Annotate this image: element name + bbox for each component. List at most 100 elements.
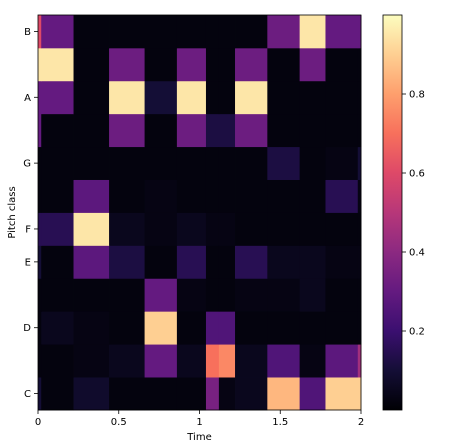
heatmap-cell [205,146,220,180]
heatmap-cell [38,377,42,411]
heatmap-cell [38,113,42,148]
heatmap-cell [357,245,362,279]
heatmap-cell [357,179,362,213]
heatmap-cell [41,15,74,49]
heatmap-cell [357,113,362,148]
heatmap-cell [325,344,359,378]
heatmap-cell [176,146,207,180]
heatmap-cell [267,245,301,279]
y-tick-label: B [24,27,31,38]
heatmap-cell [205,179,220,213]
heatmap-cell [267,377,301,411]
heatmap-cell [299,179,326,213]
heatmap-cell [144,15,178,49]
heatmap-cell [267,212,301,246]
heatmap-cell [325,245,359,279]
heatmap-cell [41,278,74,312]
heatmap-cell [109,311,145,345]
heatmap-cell [109,344,145,378]
heatmap-cell [73,179,110,213]
heatmap-cell [41,179,74,213]
heatmap-cell [267,146,301,180]
x-tick-label: 0 [35,417,41,428]
heatmap-cell [299,344,326,378]
y-tick-label: C [24,389,31,400]
heatmap-cell [41,80,74,115]
colorbar-ticks: 0.2 0.4 0.6 0.8 [402,90,425,338]
heatmap-cell [205,311,220,345]
heatmap-cell [38,80,42,115]
heatmap-cell [73,344,110,378]
heatmap-cell [218,146,236,180]
x-axis-label: Time [186,432,211,443]
heatmap-cell [205,47,220,82]
heatmap-cell [299,377,326,411]
heatmap-cell [218,212,236,246]
x-tick-label: 1 [196,417,202,428]
heatmap-cell [205,80,220,115]
heatmap-cell [357,278,362,312]
heatmap-cell [109,47,145,82]
heatmap-cell [299,311,326,345]
heatmap-cell [325,146,359,180]
heatmap-cell [205,212,220,246]
heatmap-cell [73,311,110,345]
heatmap-cell [357,15,362,49]
heatmap-cell [267,47,301,82]
heatmap-cell [235,344,268,378]
heatmap-cell [299,245,326,279]
heatmap-cell [73,80,110,115]
heatmap-cell [73,212,110,246]
heatmap-cell [41,311,74,345]
heatmap-cell [218,179,236,213]
y-axis-label: Pitch class [7,186,18,238]
heatmap-cell [109,377,145,411]
heatmap-cell [218,47,236,82]
heatmap-cell [38,311,42,345]
heatmap-cell [357,47,362,82]
heatmap-cell [109,146,145,180]
heatmap-cell [299,47,326,82]
heatmap-cell [235,80,268,115]
heatmap-cell [144,278,178,312]
heatmap-cell [176,113,207,148]
heatmap-cell [325,47,359,82]
heatmap-cell [38,146,42,180]
heatmap-cell [218,245,236,279]
heatmap-cell [109,15,145,49]
heatmap-cell [218,15,236,49]
heatmap-cell [144,113,178,148]
heatmap-cell [218,80,236,115]
heatmap-cell [325,15,359,49]
heatmap-cell [73,377,110,411]
heatmap-cell [357,311,362,345]
heatmap-cell [38,245,42,279]
heatmap-cell [357,80,362,115]
heatmap-cell [109,179,145,213]
heatmap-cell [73,15,110,49]
heatmap-cell [267,278,301,312]
heatmap-cell [205,15,220,49]
heatmap-cell [357,344,362,378]
heatmap-cell [235,311,268,345]
heatmap-cell [109,113,145,148]
heatmap-cell [267,311,301,345]
heatmap-cell [176,179,207,213]
heatmap-cells [38,15,362,411]
heatmap-cell [267,15,301,49]
heatmap-cell [73,278,110,312]
y-axis: C D E F G A B [23,27,38,400]
heatmap-cell [176,311,207,345]
heatmap-cell [41,377,74,411]
heatmap-cell [205,377,220,411]
heatmap-cell [38,179,42,213]
y-tick-label: A [24,93,31,104]
heatmap-cell [176,212,207,246]
heatmap-cell [109,245,145,279]
heatmap-cell [235,278,268,312]
heatmap-cell [73,146,110,180]
heatmap-cell [218,311,236,345]
heatmap-cell [41,146,74,180]
heatmap-cell [267,179,301,213]
